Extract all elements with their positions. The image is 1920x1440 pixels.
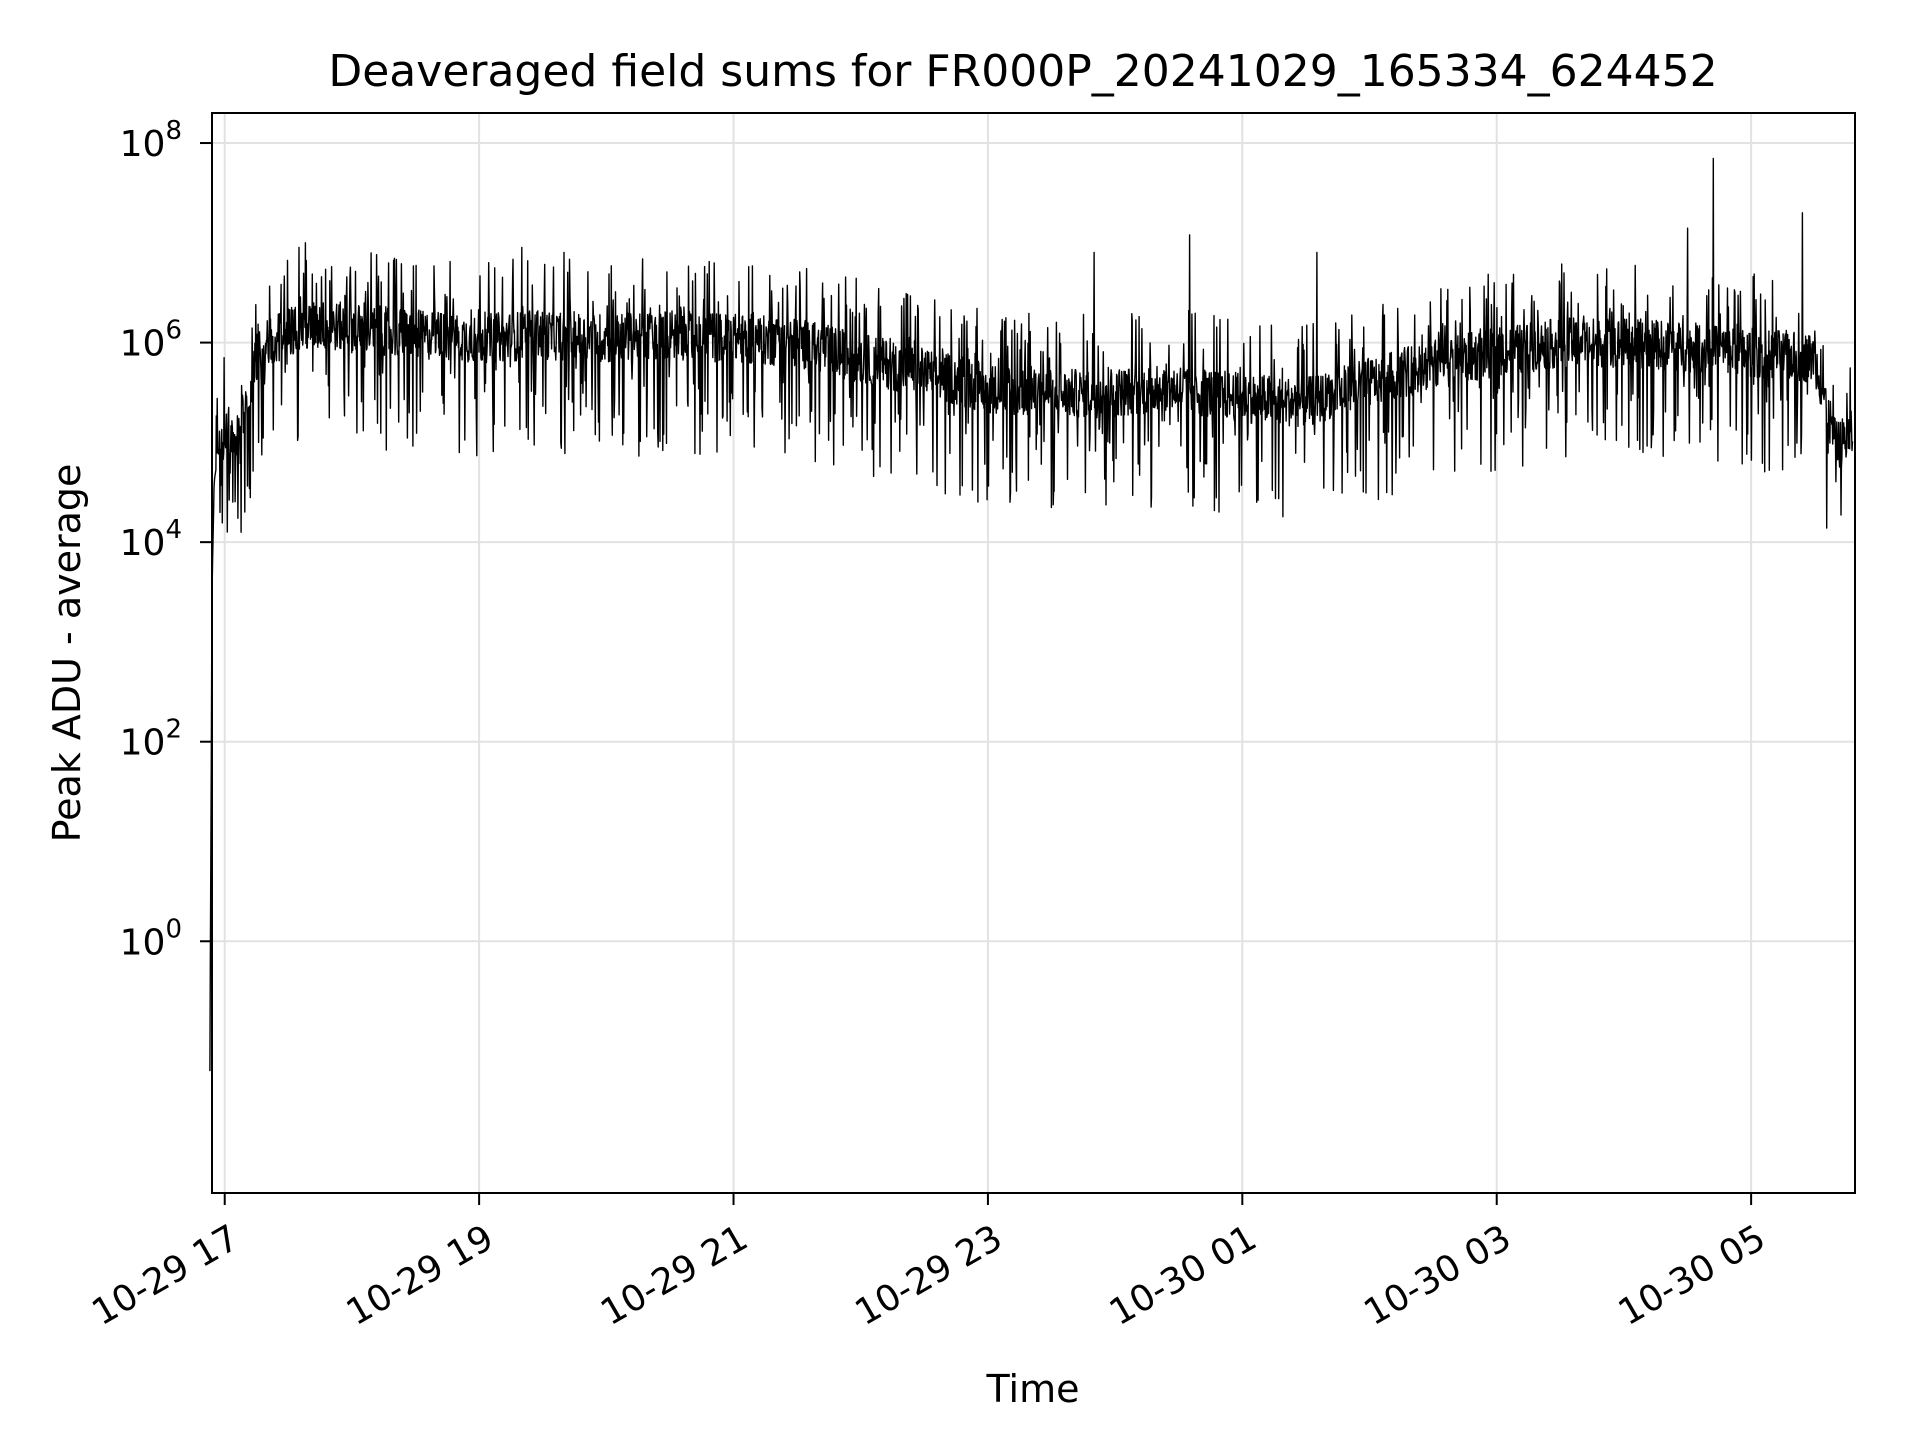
y-tick-label: 104	[120, 515, 182, 564]
x-axis-label: Time	[986, 1367, 1080, 1411]
y-tick-exponent: 0	[165, 914, 182, 944]
y-tick-base: 10	[120, 124, 166, 165]
y-tick-base: 10	[120, 523, 166, 564]
y-tick-label: 102	[120, 715, 182, 764]
y-tick-label: 106	[120, 316, 182, 365]
series-line	[209, 157, 1854, 1072]
y-tick-exponent: 6	[165, 316, 182, 346]
y-axis-label: Peak ADU - average	[45, 464, 89, 843]
y-tick-exponent: 2	[165, 715, 182, 745]
y-tick-exponent: 8	[165, 116, 182, 146]
chart-title: Deaveraged field sums for FR000P_2024102…	[328, 46, 1717, 97]
y-tick-base: 10	[120, 324, 166, 365]
series-group	[209, 157, 1854, 1072]
plot-frame	[211, 112, 1856, 1194]
y-tick-base: 10	[120, 723, 166, 764]
y-tick-label: 100	[120, 914, 182, 963]
y-tick-base: 10	[120, 922, 166, 963]
y-tick-label: 108	[120, 116, 182, 165]
y-tick-exponent: 4	[165, 515, 182, 545]
